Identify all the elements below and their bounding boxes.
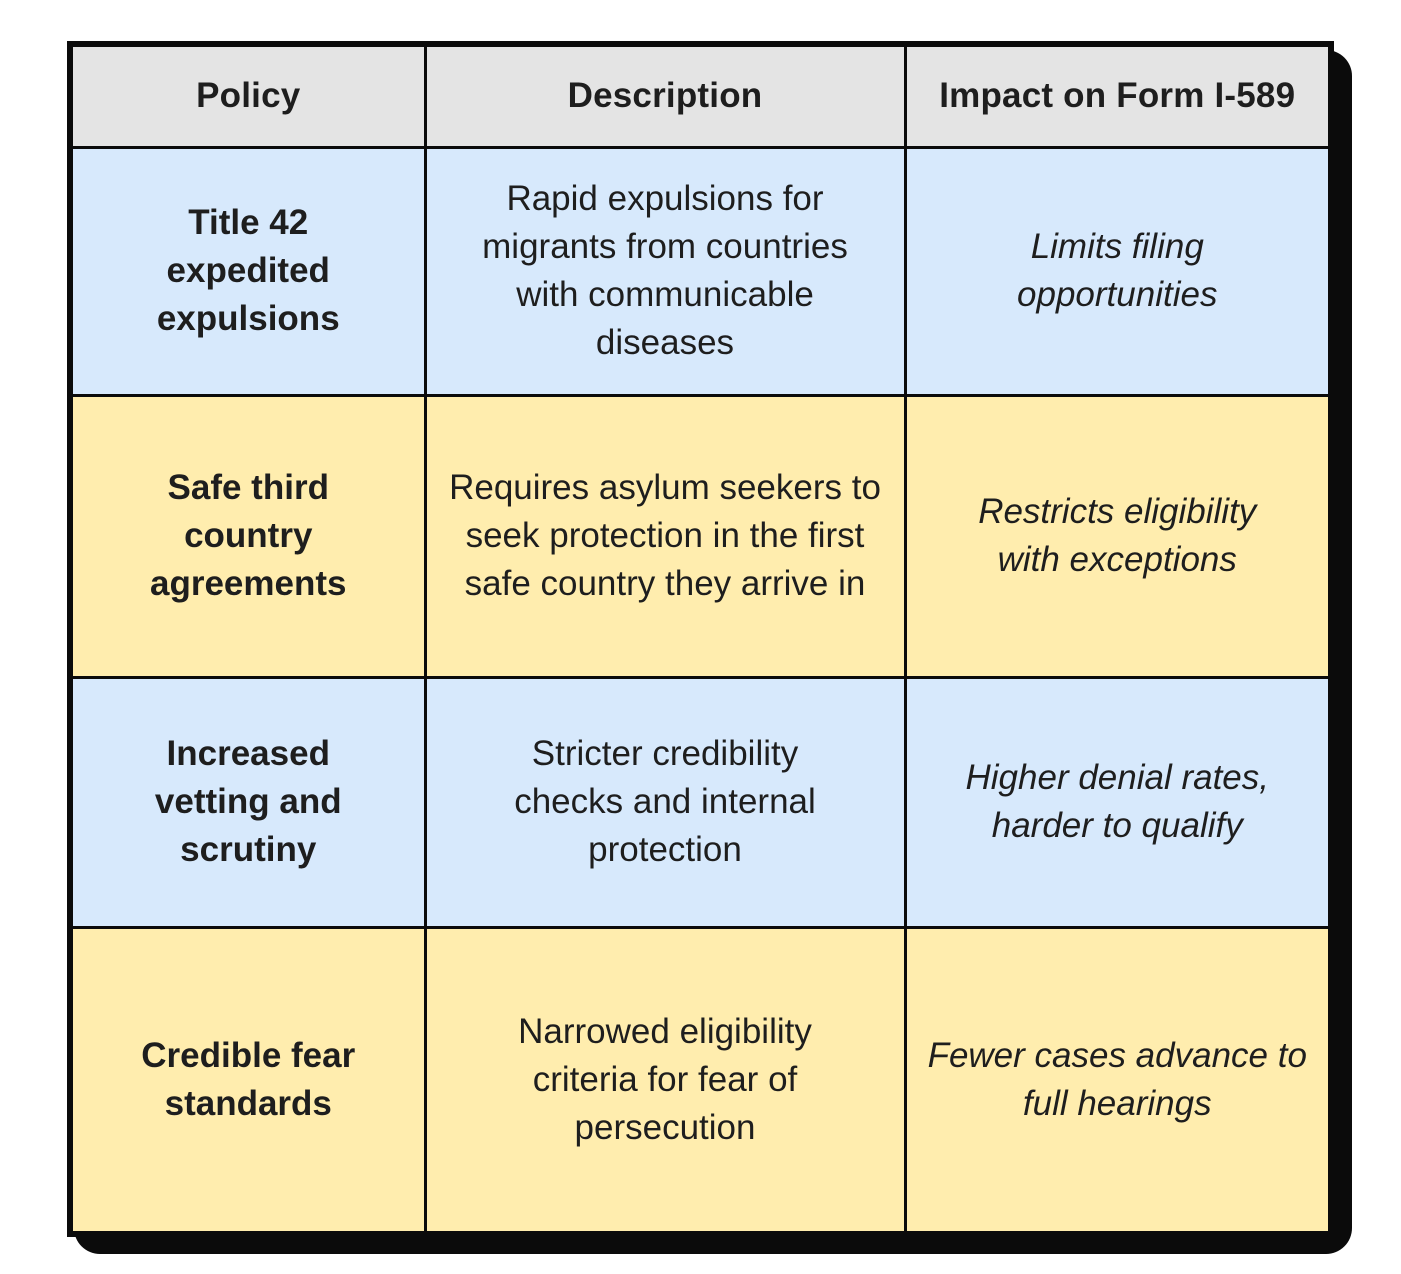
impact-cell: Limits filing opportunities	[903, 145, 1333, 397]
policy-table-container: Policy Description Impact on Form I-589 …	[67, 41, 1352, 1254]
policy-cell-text: Title 42 expedited expulsions	[156, 203, 340, 338]
impact-cell: Fewer cases advance to full hearings	[903, 925, 1333, 1236]
impact-cell-text: Higher denial rates, harder to qualify	[965, 758, 1270, 845]
policy-cell: Credible fear standards	[68, 925, 427, 1236]
description-cell-text: Rapid expulsions for migrants from count…	[482, 179, 848, 362]
header-row: Policy Description Impact on Form I-589	[68, 42, 1333, 149]
table-row-increased-vetting: Increased vetting and scrutiny Stricter …	[68, 675, 1333, 929]
table-row-title-42: Title 42 expedited expulsions Rapid expu…	[68, 145, 1333, 397]
description-cell-text: Requires asylum seekers to seek protecti…	[449, 468, 881, 603]
policy-cell-text: Increased vetting and scrutiny	[154, 734, 342, 869]
table-row-safe-third-country: Safe third country agreements Requires a…	[68, 393, 1333, 679]
policy-cell: Increased vetting and scrutiny	[68, 675, 427, 929]
impact-cell-text: Fewer cases advance to full hearings	[927, 1035, 1307, 1123]
impact-cell-text: Limits filing opportunities	[1017, 227, 1218, 314]
policy-cell-text: Safe third country agreements	[150, 468, 347, 603]
column-header-description: Description	[423, 42, 907, 149]
impact-cell: Restricts eligibility with exceptions	[903, 393, 1333, 679]
description-cell-text: Narrowed eligibility criteria for fear o…	[518, 1011, 812, 1147]
impact-cell: Higher denial rates, harder to qualify	[903, 675, 1333, 929]
policy-cell: Title 42 expedited expulsions	[68, 145, 427, 397]
description-cell: Stricter credibility checks and internal…	[423, 675, 907, 929]
column-header-policy: Policy	[68, 42, 427, 149]
policy-impact-table: Policy Description Impact on Form I-589 …	[67, 41, 1334, 1237]
description-cell: Rapid expulsions for migrants from count…	[423, 145, 907, 397]
description-cell: Narrowed eligibility criteria for fear o…	[423, 925, 907, 1236]
policy-cell: Safe third country agreements	[68, 393, 427, 679]
impact-cell-text: Restricts eligibility with exceptions	[978, 492, 1257, 579]
table-row-credible-fear: Credible fear standards Narrowed eligibi…	[68, 925, 1333, 1236]
policy-cell-text: Credible fear standards	[141, 1035, 356, 1123]
description-cell: Requires asylum seekers to seek protecti…	[423, 393, 907, 679]
description-cell-text: Stricter credibility checks and internal…	[514, 734, 816, 869]
column-header-impact: Impact on Form I-589	[903, 42, 1333, 149]
